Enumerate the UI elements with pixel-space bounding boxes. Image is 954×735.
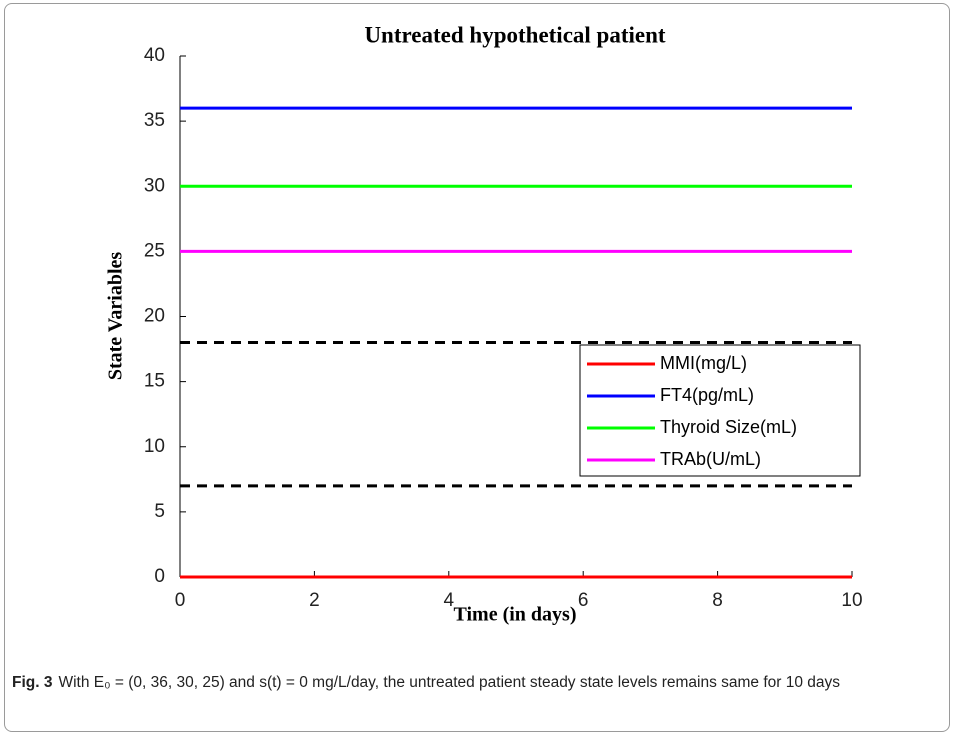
x-tick-label: 2	[309, 590, 320, 611]
y-axis-label: State Variables	[105, 252, 127, 381]
chart-title: Untreated hypothetical patient	[364, 22, 665, 47]
legend-label: Thyroid Size(mL)	[660, 417, 797, 437]
y-tick-label: 30	[144, 175, 165, 196]
y-tick-label: 10	[144, 436, 165, 457]
y-tick-label: 20	[144, 306, 165, 327]
caption-text: With E₀ = (0, 36, 30, 25) and s(t) = 0 m…	[58, 674, 841, 691]
y-tick-label: 40	[144, 45, 165, 66]
x-tick-label: 0	[175, 590, 186, 611]
y-tick-label: 15	[144, 371, 165, 392]
x-tick-label: 4	[444, 590, 455, 611]
caption-label: Fig. 3	[12, 674, 53, 691]
y-tick-label: 0	[154, 566, 165, 587]
y-tick-label: 25	[144, 240, 165, 261]
legend-label: FT4(pg/mL)	[660, 385, 754, 405]
x-tick-label: 8	[712, 590, 723, 611]
legend-box	[579, 344, 861, 477]
caption: Fig. 3 With E₀ = (0, 36, 30, 25) and s(t)…	[12, 670, 937, 695]
y-tick-label: 5	[154, 501, 165, 522]
y-tick-label: 35	[144, 110, 165, 131]
x-tick-label: 10	[841, 590, 862, 611]
figure: Untreated hypothetical patient Time (in …	[4, 3, 950, 732]
x-tick-label: 6	[578, 590, 589, 611]
x-axis-label: Time (in days)	[454, 604, 577, 626]
legend-label: TRAb(U/mL)	[660, 449, 761, 469]
legend-label: MMI(mg/L)	[660, 353, 747, 373]
chart: Untreated hypothetical patient Time (in …	[105, 22, 863, 626]
